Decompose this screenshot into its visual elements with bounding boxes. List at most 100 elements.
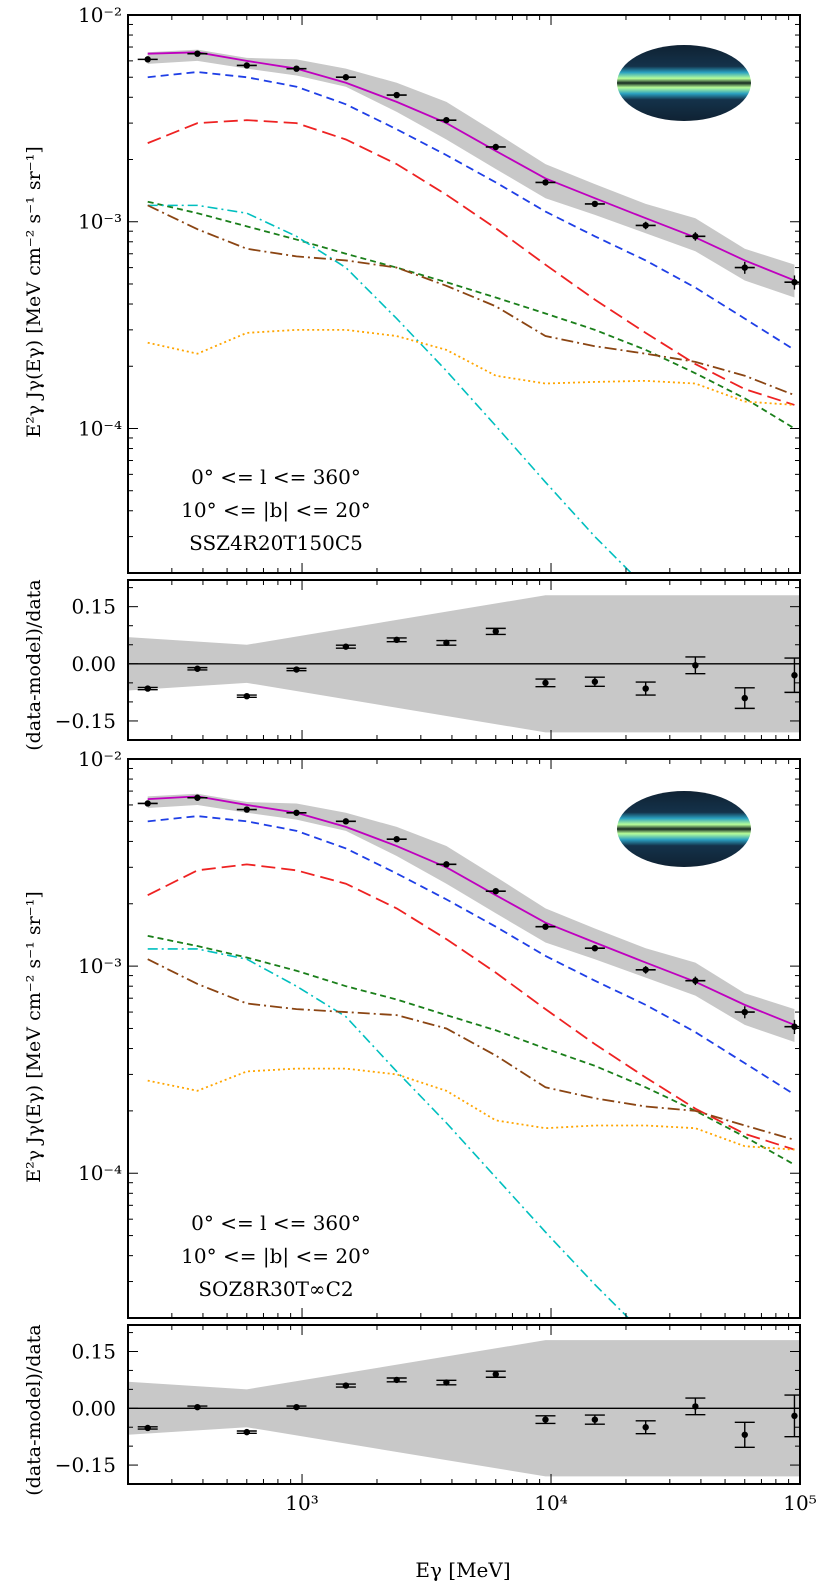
- residual-point: [342, 643, 350, 650]
- series-isotropic: [147, 948, 630, 1318]
- data-point: [144, 800, 151, 807]
- series-other: [147, 1067, 795, 1151]
- annotation-longitude-bottom: 0° <= l <= 360°: [191, 1211, 361, 1235]
- axes-frame: [127, 14, 801, 574]
- y-tick-label: 10⁻²: [78, 3, 122, 27]
- residual-point: [144, 685, 151, 692]
- series-sources: [147, 958, 795, 1141]
- annotation-model-bottom: SOZ8R30T∞C2: [198, 1277, 353, 1301]
- residual-point: [243, 1428, 250, 1436]
- x-axis-title: Eγ [MeV]: [415, 1558, 510, 1582]
- axes-frame: [127, 579, 801, 741]
- spectrum-panel-bottom: 10⁻⁴ 10⁻³ 10⁻²: [78, 747, 801, 1319]
- data-point: [293, 65, 300, 72]
- data-point: [443, 116, 450, 124]
- series-ics: [147, 200, 795, 430]
- data-point: [492, 143, 499, 151]
- data-point: [443, 861, 450, 868]
- data-point: [542, 179, 549, 186]
- series-pi0: [147, 815, 795, 1096]
- axes-frame: [127, 758, 801, 1319]
- data-point: [692, 977, 699, 984]
- y-tick-label: 0.15: [71, 1340, 116, 1364]
- annotation-model-top: SSZ4R20T150C5: [189, 531, 363, 555]
- y-tick-label: 10⁻³: [78, 210, 122, 234]
- annotation-latitude-top: 10° <= |b| <= 20°: [181, 498, 371, 523]
- y-tick-label: 10⁻³: [78, 954, 122, 978]
- residual-axis-title-top: (data-model)/data: [23, 579, 45, 751]
- y-tick-label: 0.15: [71, 595, 116, 619]
- series-sources: [147, 204, 795, 396]
- series-pi0: [147, 71, 795, 351]
- x-tick-label: 10⁵: [783, 1491, 816, 1515]
- residual-point: [144, 1424, 151, 1432]
- plot-area: [137, 49, 800, 573]
- y-tick-label: 0.00: [71, 1396, 116, 1420]
- data-point: [492, 887, 499, 895]
- residual-point: [542, 1416, 549, 1423]
- residual-panel-bottom: −0.15 0.00 0.15 10³ 10⁴ 10⁵: [55, 1324, 817, 1515]
- data-point: [194, 794, 201, 801]
- series-total: [147, 795, 795, 1026]
- residual-point: [791, 1412, 798, 1420]
- data-point: [393, 835, 400, 843]
- y-tick-label: 10⁻⁴: [78, 1161, 122, 1185]
- series-total: [147, 51, 795, 282]
- data-point: [591, 200, 599, 208]
- residual-point: [443, 1379, 450, 1386]
- annotation-longitude-top: 0° <= l <= 360°: [191, 465, 361, 489]
- series-isotropic: [147, 204, 633, 573]
- residual-point: [293, 666, 300, 673]
- annotation-latitude-bottom: 10° <= |b| <= 20°: [181, 1244, 371, 1269]
- residual-panel-top: −0.15 0.00 0.15: [55, 579, 801, 741]
- residual-point: [194, 1403, 201, 1411]
- y-tick-label: 10⁻²: [78, 747, 122, 771]
- residual-point: [791, 672, 798, 679]
- axes-frame: [127, 1324, 801, 1485]
- residual-point: [492, 628, 499, 635]
- residual-point: [393, 1376, 400, 1384]
- residual-point: [642, 1424, 649, 1431]
- residual-axis-title-bottom: (data-model)/data: [23, 1324, 45, 1496]
- residual-point: [741, 1431, 748, 1438]
- series-bremss: [147, 119, 795, 406]
- data-point: [591, 945, 599, 952]
- sky-map-inset-bottom: [617, 791, 751, 867]
- residual-point: [342, 1382, 350, 1389]
- data-point: [741, 264, 748, 271]
- residual-point: [393, 636, 400, 644]
- plot-area: [128, 595, 800, 733]
- residual-point: [293, 1403, 300, 1411]
- sky-map-inset-top: [617, 45, 751, 121]
- residual-point: [642, 685, 649, 692]
- residual-point: [492, 1371, 499, 1378]
- x-tick-label: 10³: [285, 1491, 318, 1515]
- residual-point: [692, 662, 699, 669]
- data-point: [293, 809, 300, 816]
- x-tick-label: 10⁴: [534, 1491, 567, 1515]
- series-other: [147, 328, 795, 406]
- y-axis-title-bottom: E²γ Jγ(Eγ) [MeV cm⁻² s⁻¹ sr⁻¹]: [23, 891, 45, 1183]
- data-point: [243, 806, 250, 813]
- y-tick-label: −0.15: [55, 709, 116, 733]
- series-ics: [147, 934, 795, 1166]
- residual-point: [443, 639, 450, 647]
- y-tick-label: −0.15: [55, 1453, 116, 1477]
- spectrum-panel-top: 10⁻⁴ 10⁻³ 10⁻²: [78, 3, 801, 574]
- y-axis-title-top: E²γ Jγ(Eγ) [MeV cm⁻² s⁻¹ sr⁻¹]: [23, 146, 45, 438]
- data-point: [144, 56, 151, 63]
- residual-point: [591, 678, 599, 685]
- data-point: [542, 923, 549, 930]
- residual-point: [591, 1416, 599, 1423]
- y-tick-label: 10⁻⁴: [78, 416, 122, 440]
- data-point: [741, 1008, 748, 1016]
- residual-point: [741, 694, 748, 702]
- series-bremss: [147, 863, 795, 1151]
- data-point: [194, 50, 201, 57]
- data-point: [342, 74, 350, 81]
- residual-point: [194, 665, 201, 672]
- data-point: [642, 966, 649, 973]
- data-point: [692, 233, 699, 240]
- residual-point: [243, 692, 250, 700]
